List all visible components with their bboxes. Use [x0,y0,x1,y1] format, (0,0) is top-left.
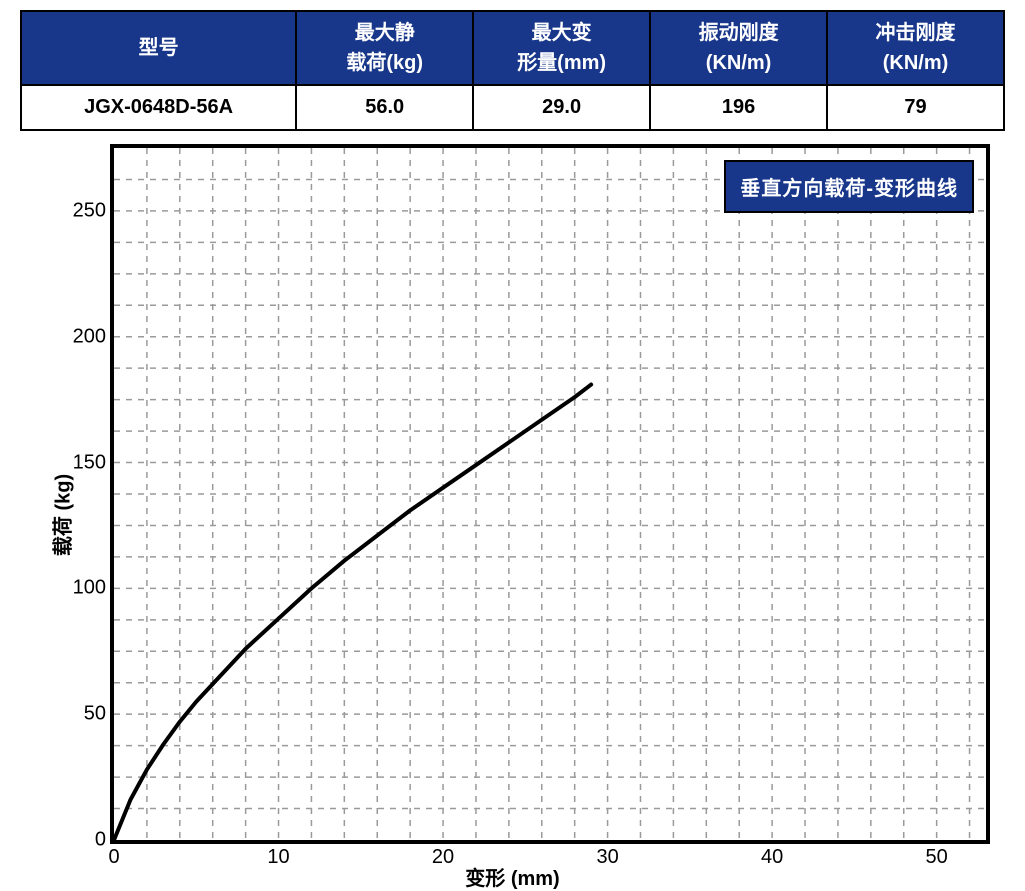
x-axis-label: 变形 (mm) [465,862,559,891]
th-impact-stiff: 冲击刚度(KN/m) [827,11,1004,85]
table-row: JGX-0648D-56A 56.0 29.0 196 79 [21,85,1004,130]
td-max-deform: 29.0 [473,85,650,130]
spec-table: 型号 最大静载荷(kg) 最大变形量(mm) 振动刚度(KN/m) 冲击刚度(K… [20,10,1005,131]
x-tick-label: 50 [926,840,948,869]
plot-svg [114,148,986,840]
y-tick-label: 150 [73,451,114,474]
y-axis-label: 载荷 (kg) [47,474,76,556]
td-vib-stiff: 196 [650,85,827,130]
x-tick-label: 30 [596,840,618,869]
th-max-load-text: 最大静载荷(kg) [346,22,423,74]
th-vib-stiff-text: 振动刚度(KN/m) [699,22,779,74]
x-tick-label: 20 [432,840,454,869]
td-model: JGX-0648D-56A [21,85,296,130]
th-model: 型号 [21,11,296,85]
th-model-text: 型号 [139,37,179,59]
x-tick-label: 10 [267,840,289,869]
y-tick-label: 250 [73,199,114,222]
td-max-load: 56.0 [296,85,473,130]
td-impact-stiff: 79 [827,85,1004,130]
y-tick-label: 50 [84,703,114,726]
th-max-deform-text: 最大变形量(mm) [517,22,606,74]
chart-title-box: 垂直方向载荷-变形曲线 [724,160,974,213]
th-impact-stiff-text: 冲击刚度(KN/m) [876,22,956,74]
th-max-load: 最大静载荷(kg) [296,11,473,85]
y-tick-label: 100 [73,577,114,600]
plot-area: 垂直方向载荷-变形曲线 05010015020025001020304050 [110,144,990,844]
x-tick-label: 40 [761,840,783,869]
table-header-row: 型号 最大静载荷(kg) 最大变形量(mm) 振动刚度(KN/m) 冲击刚度(K… [21,11,1004,85]
th-max-deform: 最大变形量(mm) [473,11,650,85]
x-tick-label: 0 [108,840,119,869]
y-tick-label: 200 [73,325,114,348]
chart-container: 载荷 (kg) 变形 (mm) 垂直方向载荷-变形曲线 050100150200… [20,139,1005,891]
th-vib-stiff: 振动刚度(KN/m) [650,11,827,85]
